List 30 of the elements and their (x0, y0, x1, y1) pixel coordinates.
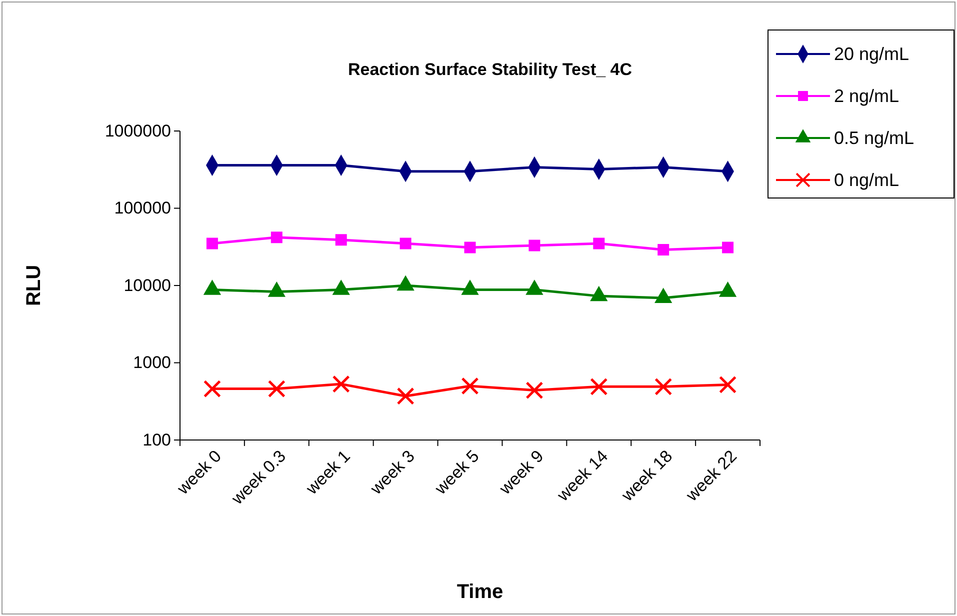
point (203, 380, 222, 398)
y-tick-label: 1000000 (104, 121, 171, 140)
point (206, 238, 218, 250)
point (332, 375, 350, 393)
point (593, 238, 605, 250)
point (658, 244, 670, 256)
legend-label: 2 ng/mL (834, 86, 900, 106)
legend-label: 20 ng/mL (834, 44, 910, 64)
y-tick-label: 100 (142, 430, 171, 450)
point (270, 232, 282, 244)
legend-label: 0.5 ng/mL (834, 128, 914, 148)
legend-label: 0 ng/mL (834, 170, 900, 190)
y-tick-label: 100000 (114, 198, 171, 218)
chart-title: Reaction Surface Stability Test_ 4C (348, 60, 632, 79)
point (464, 242, 476, 254)
point (654, 378, 672, 396)
x-axis-title: Time (456, 581, 504, 603)
point (268, 380, 286, 398)
point (722, 242, 734, 254)
point (526, 382, 544, 400)
point (461, 377, 479, 395)
point (718, 376, 737, 394)
point (335, 234, 347, 246)
point (590, 378, 608, 396)
point (396, 387, 414, 405)
y-tick-label: 10000 (124, 276, 171, 295)
y-tick-label: 1000 (133, 353, 171, 372)
point (400, 238, 412, 250)
point (528, 240, 540, 252)
y-axis-title: RLU (23, 264, 45, 306)
